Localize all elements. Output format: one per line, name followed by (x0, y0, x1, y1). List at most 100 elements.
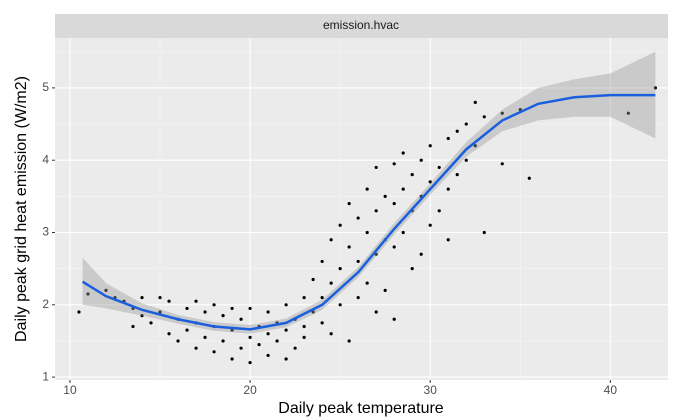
point (140, 314, 144, 318)
point (230, 357, 234, 361)
point (311, 310, 315, 314)
point (464, 122, 468, 126)
point (356, 216, 360, 220)
point (185, 306, 189, 311)
point (392, 317, 396, 321)
point (410, 267, 414, 271)
point (131, 324, 135, 329)
point (437, 165, 441, 170)
point (455, 129, 459, 133)
point (374, 209, 378, 213)
point (284, 357, 288, 361)
point (320, 259, 324, 264)
point (275, 339, 279, 343)
point (311, 277, 315, 282)
point (446, 238, 450, 242)
point (248, 335, 252, 339)
point (293, 346, 297, 350)
point (329, 238, 333, 242)
point (167, 332, 171, 336)
point (338, 267, 342, 271)
point (374, 310, 378, 314)
point (410, 173, 414, 177)
point (266, 353, 270, 358)
point (653, 86, 657, 90)
y-axis-title: Daily peak grid heat emission (W/m2) (13, 76, 30, 342)
point (302, 324, 306, 329)
strip (55, 14, 668, 38)
point (527, 176, 531, 180)
point (419, 158, 423, 162)
point (266, 332, 270, 336)
point (221, 314, 225, 318)
point (86, 292, 90, 296)
point (356, 295, 360, 300)
y-tick-label: 3 (42, 225, 49, 239)
point (194, 299, 198, 303)
point (230, 306, 234, 311)
point (464, 158, 468, 162)
point (266, 310, 270, 314)
point (149, 321, 153, 325)
point (446, 136, 450, 141)
point (302, 295, 306, 300)
point (401, 230, 405, 235)
point (428, 144, 432, 148)
point (392, 201, 396, 206)
point (248, 306, 252, 311)
point (428, 180, 432, 184)
point (365, 187, 369, 191)
point (212, 350, 216, 354)
point (185, 328, 189, 332)
point (329, 332, 333, 336)
point (626, 111, 630, 115)
point (500, 111, 504, 115)
smooth-line (81, 93, 656, 331)
y-tick-label: 4 (42, 152, 49, 166)
point (419, 252, 423, 256)
point (347, 339, 351, 343)
x-tick-label: 20 (243, 383, 257, 397)
point (239, 317, 243, 321)
strip-label: emission.hvac (323, 18, 399, 32)
point (230, 328, 234, 332)
point (320, 295, 324, 300)
point (203, 335, 207, 339)
x-tick-label: 10 (63, 383, 77, 397)
point (347, 201, 351, 206)
point (320, 321, 324, 325)
point (203, 310, 207, 314)
x-axis-title: Daily peak temperature (278, 400, 444, 417)
point (401, 187, 405, 191)
point (338, 303, 342, 307)
point (500, 162, 504, 166)
confidence-ribbon (82, 51, 656, 334)
point (392, 245, 396, 249)
point (176, 339, 180, 343)
y-tick-label: 2 (42, 297, 49, 311)
point (302, 335, 306, 339)
point (338, 223, 342, 227)
point (158, 295, 162, 300)
panel (55, 38, 668, 380)
point (455, 173, 459, 177)
x-tick-label: 30 (424, 383, 438, 397)
point (158, 310, 162, 314)
point (257, 342, 261, 347)
point (473, 100, 477, 104)
point (347, 245, 351, 249)
point (473, 144, 477, 148)
point (239, 346, 243, 350)
point (329, 281, 333, 285)
point (392, 162, 396, 166)
y-tick-label: 5 (42, 80, 49, 94)
point (221, 339, 225, 343)
point (365, 230, 369, 235)
point (194, 346, 198, 350)
point (104, 288, 108, 292)
point (446, 187, 450, 191)
point (482, 115, 486, 119)
point (383, 194, 387, 198)
point (212, 303, 216, 307)
